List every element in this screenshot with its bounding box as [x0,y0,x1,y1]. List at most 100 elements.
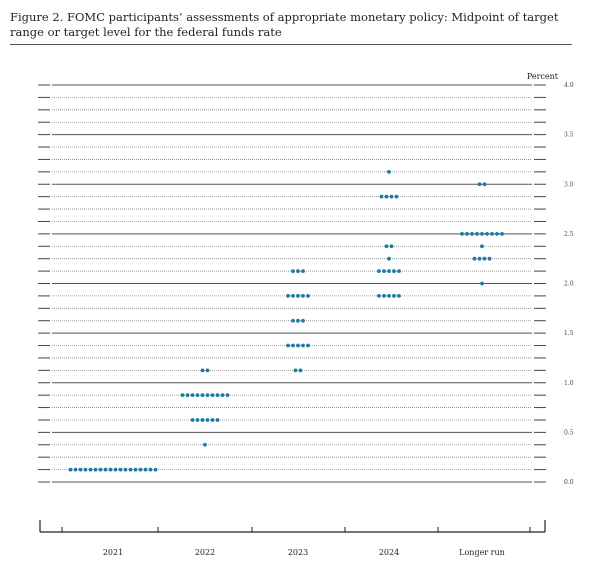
dot [387,169,391,174]
dot [98,467,103,472]
dot [482,256,487,261]
dot [93,467,98,472]
x-category-label: 2021 [103,548,123,557]
y-tick-label: 1.5 [564,330,574,337]
dot [487,256,492,261]
dot [200,418,205,422]
y-tick-label: 4.0 [564,82,574,89]
dot [389,244,394,249]
dot [382,269,386,273]
dot [377,294,381,298]
dot [195,393,200,398]
y-unit-label: Percent [527,72,559,81]
dot [215,418,220,422]
dot [475,231,479,236]
x-category-label: 2023 [288,548,308,557]
dot [83,467,88,472]
dot [465,231,469,236]
y-tick-labels: 0.0 0.5 1.0 1.5 2.0 2.5 3.0 3.5 4.0 [564,82,574,486]
gridlines [38,84,546,483]
dot [472,256,477,261]
dot [296,318,300,323]
y-tick-label: 2.0 [564,281,574,288]
dot [205,368,210,373]
dot [301,318,305,323]
dot [291,343,295,348]
y-tick-label: 3.5 [564,132,574,139]
dot [298,368,303,373]
x-category-label: Longer run [459,548,505,557]
dot [495,231,499,236]
dot [296,343,300,348]
dot [195,418,200,422]
dot [387,256,391,261]
dot [485,231,489,236]
dot [68,467,73,472]
dot [108,467,113,472]
dot [480,231,484,236]
dot [389,194,394,199]
dot [118,467,123,472]
dot [123,467,128,472]
dot [200,393,205,398]
dot [301,343,305,348]
dot [480,244,484,249]
dot [477,256,482,261]
dot [148,467,153,472]
dot [382,294,386,298]
dot [500,231,504,236]
dot [210,393,215,398]
dot [286,343,290,348]
dot [296,269,300,273]
y-tick-label: 0.5 [564,429,574,436]
dot [384,244,389,249]
dot [397,269,401,273]
title-rule [10,44,572,45]
dot [185,393,190,398]
x-category-label: 2022 [195,548,215,557]
dot [387,294,391,298]
dot [128,467,133,472]
dot [153,467,158,472]
y-tick-label: 1.0 [564,380,574,387]
dot [392,269,396,273]
dot [225,393,230,398]
dot [215,393,220,398]
dot [291,269,295,273]
dot [392,294,396,298]
y-tick-label: 2.5 [564,231,574,238]
dot [384,194,389,199]
dot [205,393,210,398]
dot [143,467,148,472]
dot [482,182,487,187]
y-tick-label: 3.0 [564,181,574,188]
dot [377,269,381,273]
dot [293,368,298,373]
dot [490,231,494,236]
dot [133,467,138,472]
dot [113,467,118,472]
dot [296,294,300,298]
dot [103,467,108,472]
dot [477,182,482,187]
dot [88,467,93,472]
dot [73,467,78,472]
dot [301,294,305,298]
dot [306,343,310,348]
dot [78,467,83,472]
dot [387,269,391,273]
y-tick-label: 0.0 [564,479,574,486]
dot [180,393,185,398]
dot [286,294,290,298]
dot [138,467,143,472]
x-category-label: 2024 [379,548,399,557]
dot [306,294,310,298]
dot [220,393,225,398]
dot [200,368,205,373]
dot [291,294,295,298]
dot [205,418,210,422]
dot [379,194,384,199]
dot [203,442,207,447]
x-axis: 2021 2022 2023 2024 Longer run [39,520,546,557]
